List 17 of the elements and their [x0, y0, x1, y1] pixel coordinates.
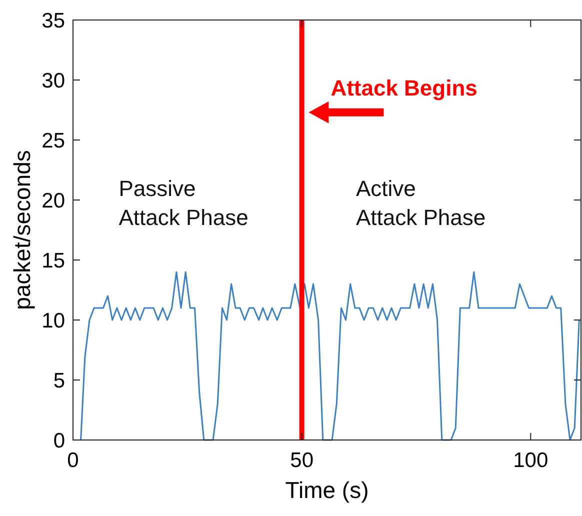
y-tick-label: 35: [42, 9, 65, 32]
y-tick-label: 10: [42, 309, 65, 332]
y-tick-label: 5: [53, 369, 65, 392]
y-tick-label: 0: [53, 429, 65, 452]
x-axis-title: Time (s): [285, 477, 369, 503]
annotation: Attack Begins: [330, 75, 478, 100]
x-tick-label: 50: [290, 449, 314, 472]
y-axis-title: packet/seconds: [9, 150, 35, 310]
annotation: Active Attack Phase: [356, 176, 486, 230]
y-tick-label: 30: [42, 69, 65, 92]
y-tick-label: 25: [42, 129, 65, 152]
y-tick-label: 15: [42, 249, 65, 272]
line-series: [80, 271, 580, 441]
y-tick-label: 20: [42, 189, 65, 212]
x-tick-label: 0: [67, 449, 79, 472]
x-tick-label: 100: [513, 449, 548, 472]
annotation: Passive Attack Phase: [118, 176, 248, 230]
